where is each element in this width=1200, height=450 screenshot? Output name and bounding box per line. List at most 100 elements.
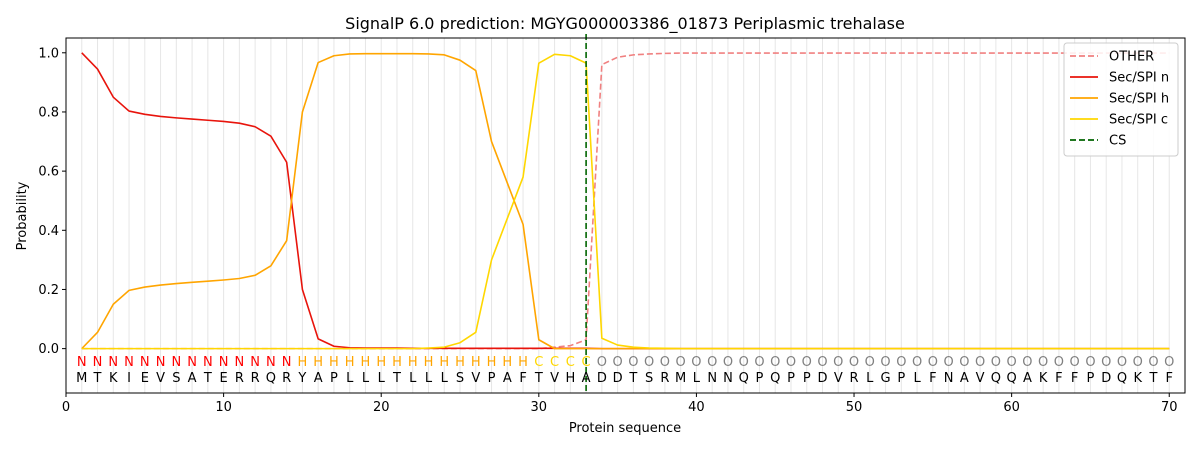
region-label: O [802,355,812,370]
region-label: N [108,355,118,370]
chart-title: SignalP 6.0 prediction: MGYG000003386_01… [345,14,905,34]
residue-label: V [976,371,985,386]
residue-label: K [1133,371,1142,386]
residue-label: L [362,371,370,386]
x-tick-label: 50 [846,400,863,415]
region-label: H [345,355,355,370]
region-label: O [754,355,764,370]
x-tick-label: 10 [215,400,232,415]
residue-label: D [597,371,607,386]
region-label: N [156,355,166,370]
residue-label: R [235,371,244,386]
residue-label: M [675,371,686,386]
residue-label: R [850,371,859,386]
residue-label: P [330,371,338,386]
region-label: O [1117,355,1127,370]
residue-label: N [944,371,954,386]
residue-label: E [219,371,227,386]
region-label: N [282,355,292,370]
region-label: H [487,355,497,370]
residue-label: T [203,371,212,386]
region-label: H [424,355,434,370]
region-label: O [786,355,796,370]
residue-label: A [314,371,323,386]
region-label: O [613,355,623,370]
y-tick-label: 0.2 [38,283,59,298]
residue-label: T [628,371,637,386]
region-label: O [1022,355,1032,370]
y-tick-label: 0.0 [38,342,59,357]
region-label: O [849,355,859,370]
region-label: O [1054,355,1064,370]
region-label: O [1007,355,1017,370]
region-label: H [361,355,371,370]
region-label: O [739,355,749,370]
residue-label: S [172,371,180,386]
legend-label: Sec/SPI h [1109,92,1169,107]
region-label: O [597,355,607,370]
residue-label: A [503,371,512,386]
region-label: N [77,355,87,370]
y-tick-label: 0.8 [38,105,59,120]
grid-lines [81,38,1170,393]
legend-label: Sec/SPI n [1109,71,1169,86]
region-label: O [880,355,890,370]
region-label: N [171,355,181,370]
y-tick-label: 0.6 [38,165,59,180]
region-label: O [1101,355,1111,370]
residue-label: H [565,371,575,386]
legend-label: Sec/SPI c [1109,113,1168,128]
region-label: C [534,355,543,370]
region-label: C [566,355,575,370]
y-tick-label: 1.0 [38,46,59,61]
region-label: O [928,355,938,370]
residue-label: F [1055,371,1062,386]
residue-label: L [913,371,921,386]
residue-label: S [645,371,653,386]
y-tick-label: 0.4 [38,224,59,239]
sequence-annotation: NMNTNKNINENVNSNANTNENRNRNQNRHYHAHPHLHLHL… [76,355,1174,386]
region-label: O [975,355,985,370]
legend-box [1063,42,1179,157]
region-label: O [676,355,686,370]
residue-label: T [1149,371,1158,386]
residue-label: A [188,371,197,386]
axes: 0 10 20 30 40 50 60 70 0.0 0.2 0.4 0.6 0.8 1.0 [38,46,1177,415]
series-line-3 [81,53,1170,350]
series-lines [81,34,1170,393]
region-label: N [124,355,134,370]
x-tick-label: 70 [1161,400,1178,415]
residue-label: Q [266,371,276,386]
region-label: O [943,355,953,370]
region-label: N [93,355,103,370]
region-label: H [502,355,512,370]
residue-label: T [93,371,102,386]
residue-label: P [803,371,811,386]
residue-label: V [471,371,480,386]
region-label: O [1133,355,1143,370]
region-label: H [392,355,402,370]
x-tick-label: 0 [62,400,70,415]
residue-label: R [660,371,669,386]
legend: OTHER Sec/SPI n Sec/SPI h Sec/SPI c CS [1063,42,1179,157]
x-tick-label: 60 [1003,400,1020,415]
residue-label: Q [991,371,1001,386]
residue-label: P [787,371,795,386]
residue-label: P [756,371,764,386]
region-label: C [550,355,559,370]
residue-label: F [1165,371,1172,386]
residue-label: A [1023,371,1032,386]
region-label: N [187,355,197,370]
residue-label: K [1039,371,1048,386]
y-axis-label: Probability [15,181,30,250]
region-label: O [644,355,654,370]
residue-label: Q [1007,371,1017,386]
region-label: O [723,355,733,370]
region-label: O [959,355,969,370]
x-tick-label: 40 [688,400,705,415]
x-tick-label: 20 [373,400,390,415]
series-line-1 [81,52,1170,350]
residue-label: L [378,371,386,386]
region-label: N [266,355,276,370]
